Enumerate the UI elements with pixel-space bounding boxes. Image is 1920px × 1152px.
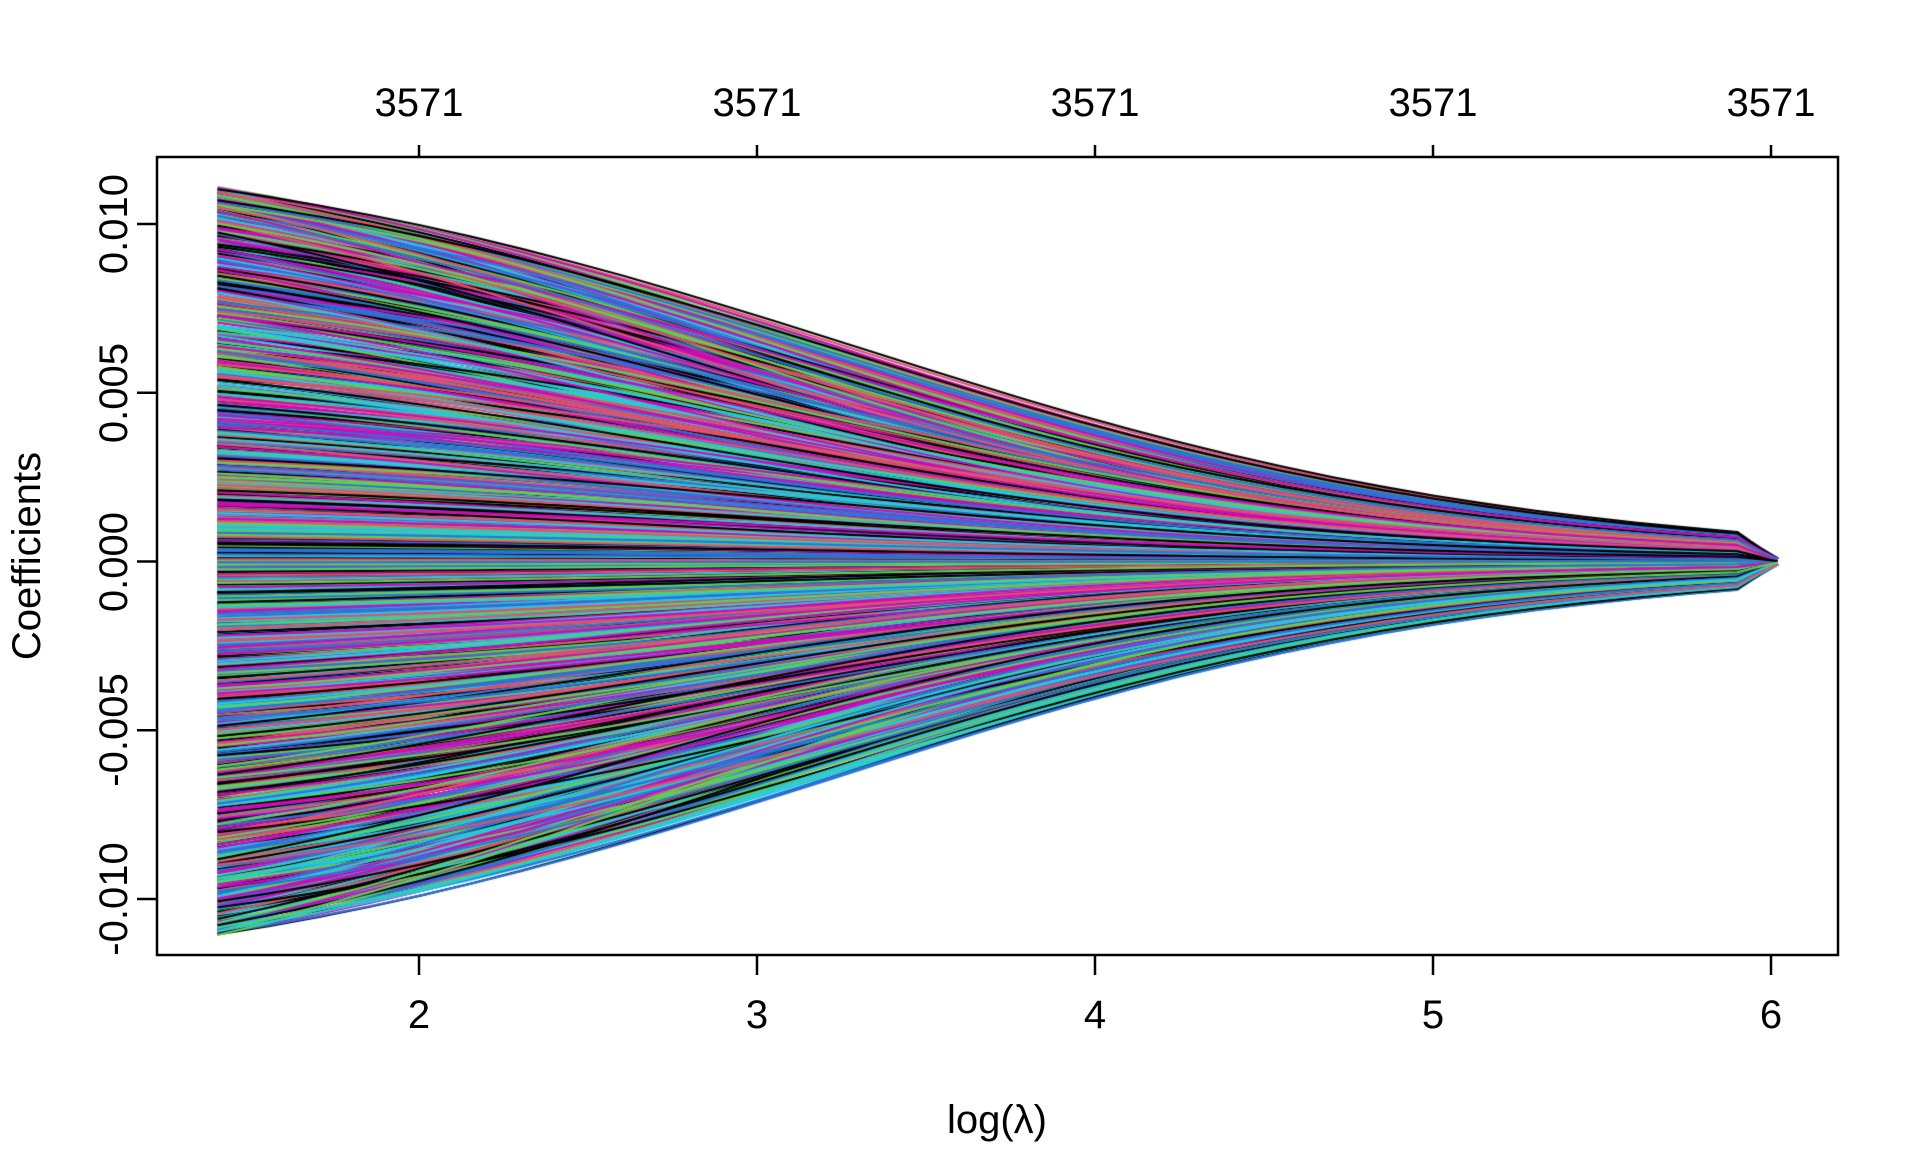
top-tick-label-nonzero-count: 3571 xyxy=(1388,81,1478,125)
x-tick-label: 3 xyxy=(745,993,769,1037)
y-tick-label: 0.000 xyxy=(92,511,136,612)
y-tick-label: -0.005 xyxy=(92,673,136,787)
x-tick-label: 4 xyxy=(1083,993,1107,1037)
x-tick-label: 6 xyxy=(1759,993,1783,1037)
y-axis-title: Coefficients xyxy=(5,451,49,661)
x-tick-label: 2 xyxy=(407,993,431,1037)
y-tick-label: -0.010 xyxy=(92,842,136,956)
x-tick-label: 5 xyxy=(1421,993,1445,1037)
top-tick-label-nonzero-count: 3571 xyxy=(1726,81,1816,125)
x-axis-title: log(λ) xyxy=(946,1098,1048,1142)
y-tick-label: 0.005 xyxy=(92,342,136,443)
top-tick-label-nonzero-count: 3571 xyxy=(712,81,802,125)
top-tick-label-nonzero-count: 3571 xyxy=(374,81,464,125)
y-tick-label: 0.010 xyxy=(92,173,136,275)
top-tick-label-nonzero-count: 3571 xyxy=(1050,81,1140,125)
